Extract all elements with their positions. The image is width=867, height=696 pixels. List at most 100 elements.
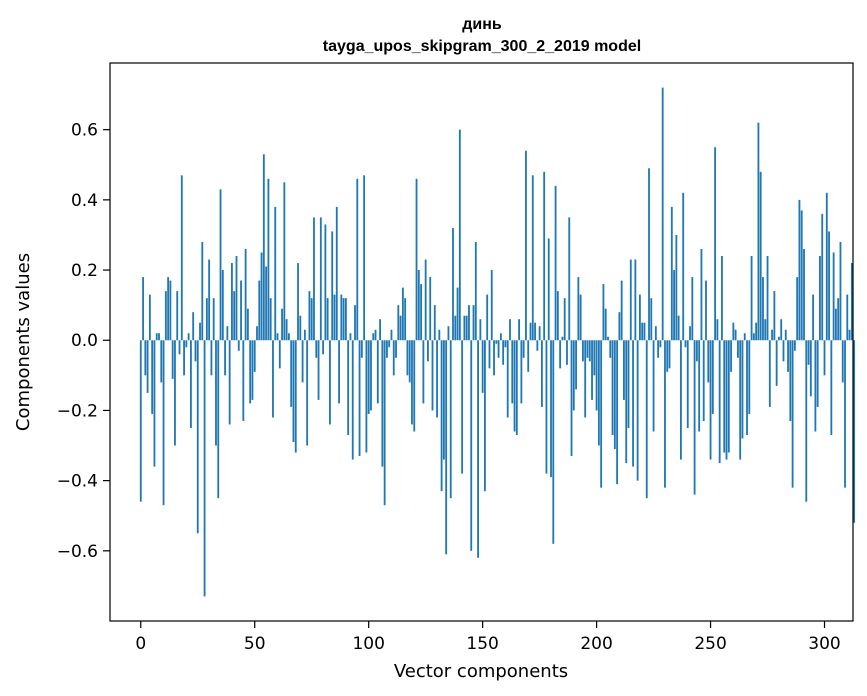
bar-103 [374, 329, 377, 341]
bar-241 [689, 326, 691, 341]
bar-185 [561, 336, 564, 341]
bar-281 [780, 319, 783, 341]
bar-219 [638, 294, 641, 341]
bar-155 [493, 340, 495, 376]
bar-274 [764, 319, 767, 341]
bar-51 [256, 326, 258, 341]
bar-77 [315, 340, 318, 358]
bar-158 [499, 333, 502, 341]
bar-133 [442, 340, 445, 460]
bar-282 [782, 340, 785, 362]
bar-265 [743, 333, 746, 341]
bar-195 [584, 340, 587, 418]
bar-62 [281, 308, 283, 341]
bar-248 [705, 280, 707, 341]
bar-132 [440, 340, 443, 492]
bar-33 [215, 340, 217, 446]
bar-228 [659, 340, 662, 348]
bar-253 [716, 319, 719, 341]
bar-82 [326, 298, 329, 341]
bar-25 [196, 340, 199, 534]
bar-169 [525, 150, 527, 341]
bar-168 [522, 340, 525, 358]
bar-137 [452, 227, 454, 341]
bar-239 [684, 340, 687, 348]
bar-115 [401, 287, 404, 341]
bar-232 [668, 340, 671, 369]
bar-277 [771, 329, 773, 341]
bar-246 [700, 249, 703, 341]
bar-140 [458, 129, 461, 341]
bar-243 [693, 340, 696, 495]
bar-24 [194, 340, 197, 362]
bar-21 [187, 333, 190, 341]
bar-97 [360, 340, 363, 358]
x-tick-label-4: 200 [580, 634, 612, 654]
bar-250 [709, 340, 712, 460]
bar-43 [237, 340, 240, 351]
bar-41 [233, 291, 236, 341]
bar-187 [566, 340, 568, 365]
bar-35 [219, 189, 222, 341]
bar-164 [513, 340, 516, 432]
bar-215 [629, 259, 632, 341]
bar-80 [322, 340, 325, 355]
bar-120 [413, 340, 416, 432]
bar-310 [846, 294, 849, 341]
bar-112 [395, 340, 397, 358]
bar-154 [490, 270, 493, 341]
bar-109 [388, 340, 391, 348]
chart-title: динь [462, 16, 502, 33]
bar-181 [552, 340, 555, 544]
bar-256 [723, 340, 726, 453]
bar-297 [816, 340, 819, 407]
bar-260 [732, 322, 735, 341]
bar-34 [217, 340, 220, 499]
bar-92 [349, 333, 352, 341]
bar-141 [461, 340, 464, 474]
bar-29 [205, 298, 208, 341]
bar-295 [812, 294, 815, 341]
bar-302 [828, 231, 830, 341]
bar-176 [540, 340, 543, 407]
bar-38 [226, 326, 229, 341]
bar-99 [365, 340, 368, 453]
bar-275 [766, 256, 769, 341]
bar-213 [625, 340, 628, 464]
bar-291 [803, 249, 805, 341]
bar-255 [721, 256, 723, 341]
bar-102 [372, 333, 375, 341]
bar-197 [588, 340, 591, 362]
bar-306 [837, 298, 840, 341]
bar-145 [470, 340, 473, 551]
bar-18 [180, 175, 183, 341]
bar-240 [686, 340, 689, 428]
bar-163 [511, 340, 514, 404]
bar-166 [518, 319, 521, 341]
bar-190 [572, 340, 575, 411]
bar-202 [600, 340, 603, 488]
bars-group [139, 87, 856, 597]
bar-30 [208, 259, 211, 341]
bar-135 [447, 326, 450, 341]
bar-50 [253, 340, 256, 372]
bar-73 [306, 340, 309, 446]
bar-138 [454, 315, 457, 341]
bar-40 [231, 263, 233, 341]
bar-119 [411, 340, 413, 425]
bar-52 [258, 280, 261, 341]
bar-247 [702, 340, 705, 421]
bar-71 [301, 340, 304, 383]
bar-6 [153, 340, 156, 467]
bar-83 [329, 340, 331, 425]
bar-165 [515, 340, 518, 435]
bar-49 [251, 340, 254, 400]
bar-312 [850, 263, 853, 341]
bar-308 [841, 340, 844, 383]
bar-47 [246, 308, 249, 341]
bar-9 [160, 340, 163, 383]
bar-270 [755, 322, 758, 341]
bar-37 [224, 340, 226, 376]
bar-56 [267, 178, 270, 341]
